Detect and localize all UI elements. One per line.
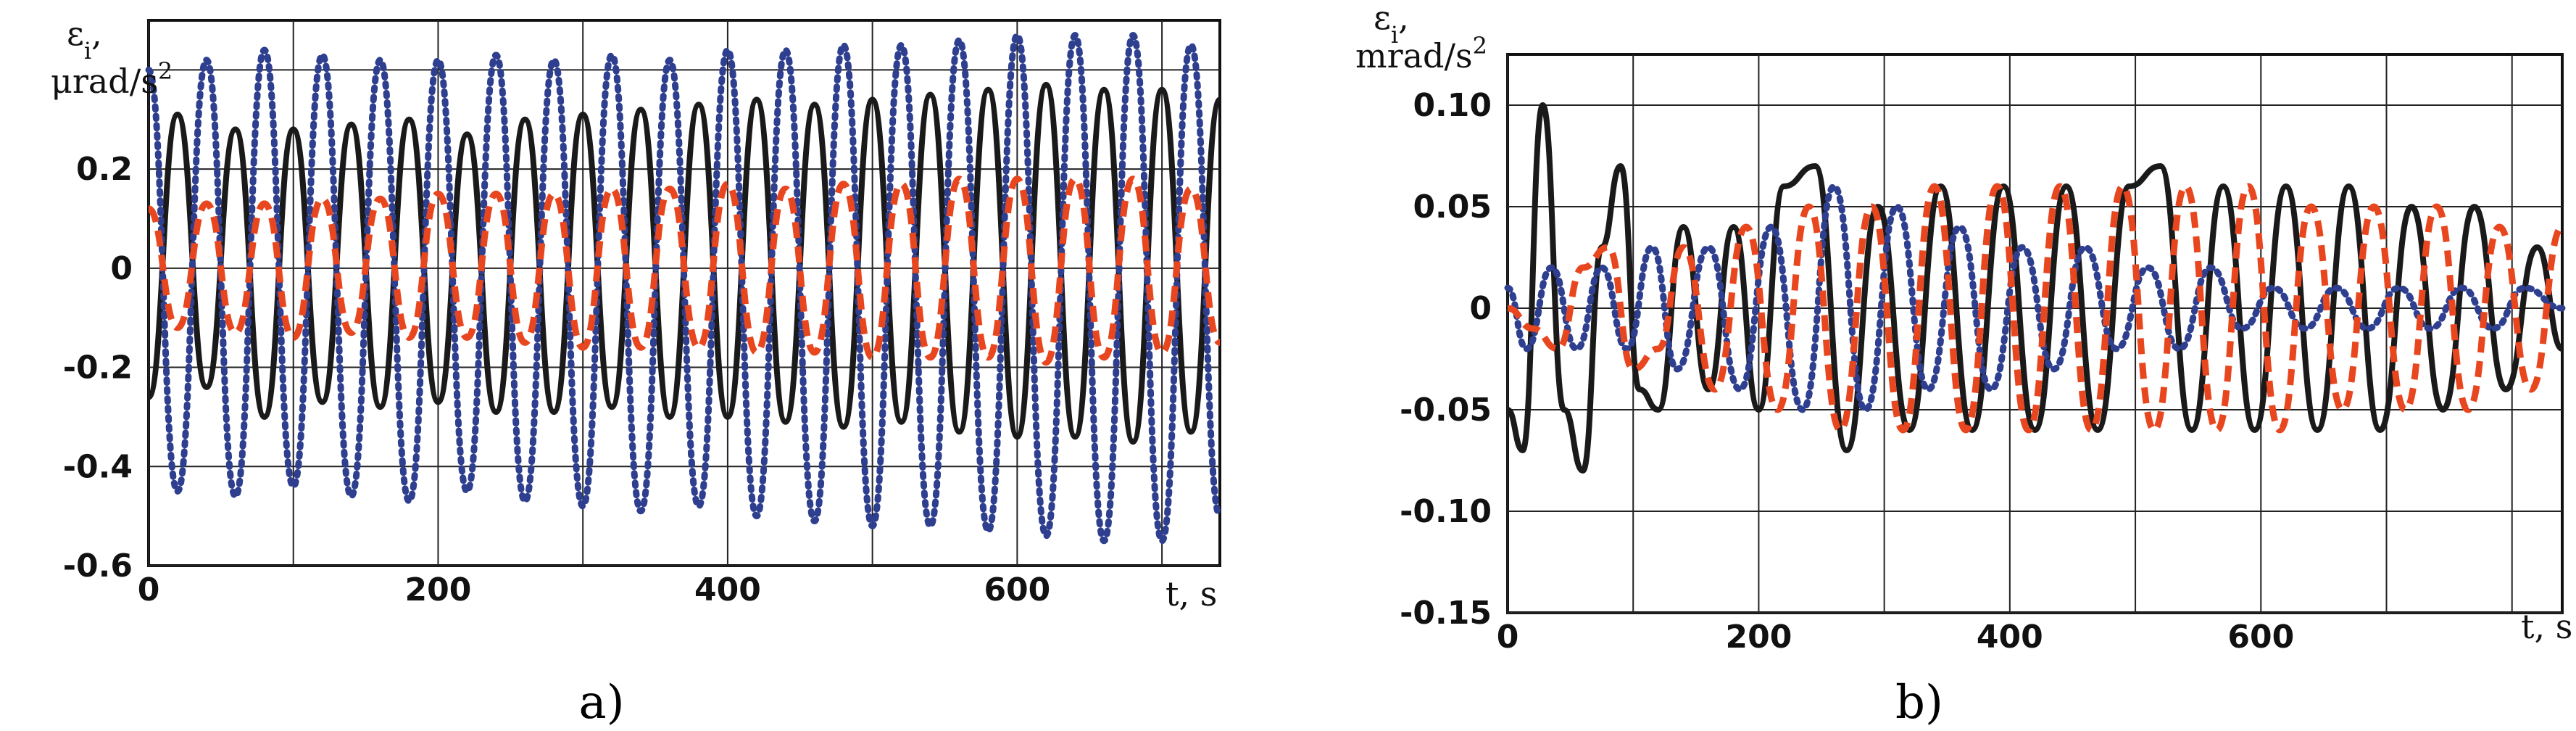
y-tick-label: -0.2 [63,350,133,387]
x-tick-label: 0 [1497,619,1519,656]
panel-a-series [145,32,1223,545]
x-tick-label: 0 [138,571,160,608]
panel-b-ylabel-symbol: εi, [1374,0,1409,49]
y-tick-label: -0.15 [1400,595,1492,632]
series-line-dotted [145,32,1223,545]
panel-a-label: a) [578,676,624,730]
panel-a-ylabel-symbol: εi, [67,14,102,65]
x-tick-label: 600 [984,571,1050,608]
series-line-dashed [1507,183,2564,434]
panel-b-series [1504,102,2566,474]
y-tick-label: 0.2 [76,151,133,188]
x-tick-label: 400 [1977,619,2043,656]
panel-a-chart: 0 200 400 600 -0.6 -0.4 -0.2 0 0.2 εi, μrad/s2 t… [51,14,1223,730]
y-tick-label: 0 [1469,290,1492,327]
panel-a-tick-labels: 0 200 400 600 -0.6 -0.4 -0.2 0 0.2 [63,151,1051,608]
y-tick-label: -0.4 [63,448,133,485]
panel-a-xlabel: t, s [1166,574,1217,614]
y-tick-label: -0.10 [1400,493,1492,530]
panel-b-chart: 0 200 400 600 -0.15 -0.10 -0.05 0 0.05 0.10 εi, m… [1355,0,2572,730]
panel-b-xlabel: t, s [2521,607,2572,646]
y-tick-label: -0.05 [1400,392,1492,429]
y-tick-label: 0.10 [1413,87,1492,124]
x-tick-label: 200 [1725,619,1792,656]
panel-a-ylabel-unit: μrad/s2 [51,57,173,101]
x-tick-label: 400 [694,571,761,608]
x-tick-label: 200 [405,571,472,608]
x-tick-label: 600 [2227,619,2294,656]
y-tick-label: 0.05 [1413,189,1492,226]
y-tick-label: -0.6 [63,548,133,585]
panel-b-ylabel-unit: mrad/s2 [1355,32,1487,75]
series-line-dashed [146,175,1222,366]
panel-b-label: b) [1895,676,1943,730]
series-line-solid [1505,102,2564,474]
y-tick-label: 0 [110,250,133,287]
panel-b-tick-labels: 0 200 400 600 -0.15 -0.10 -0.05 0 0.05 0.10 [1400,87,2294,656]
